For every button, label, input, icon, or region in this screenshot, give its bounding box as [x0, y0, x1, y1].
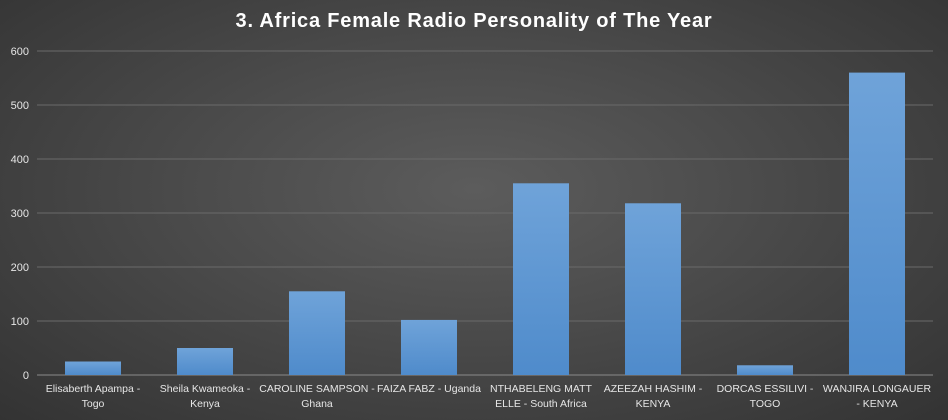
bar [65, 361, 121, 375]
bar [849, 72, 905, 375]
chart-title: 3. Africa Female Radio Personality of Th… [235, 10, 713, 32]
x-category-label: Elisaberth Apampa -Togo [46, 383, 141, 410]
bar [625, 203, 681, 375]
bar [401, 319, 457, 375]
bar [737, 365, 793, 375]
bar [513, 183, 569, 375]
bar [289, 291, 345, 375]
x-category-label: DORCAS ESSILIVI -TOGO [717, 383, 814, 410]
y-tick-label: 0 [23, 370, 29, 382]
y-tick-label: 400 [11, 154, 29, 166]
y-tick-label: 100 [11, 316, 29, 328]
y-tick-label: 600 [11, 46, 29, 58]
x-category-label: AZEEZAH HASHIM -KENYA [604, 383, 703, 410]
y-tick-label: 500 [11, 100, 29, 112]
bar [177, 348, 233, 375]
y-tick-label: 300 [11, 208, 29, 220]
x-category-label: NTHABELENG MATT ELLE - South Africa [490, 383, 592, 410]
x-category-label: CAROLINE SAMPSON -Ghana [259, 383, 375, 410]
x-category-label: WANJIRA LONGAUER - KENYA [823, 383, 932, 410]
y-tick-label: 200 [11, 262, 29, 274]
x-category-label: FAIZA FABZ - Uganda [377, 383, 481, 395]
x-category-label: Sheila Kwameoka -Kenya [160, 383, 251, 410]
